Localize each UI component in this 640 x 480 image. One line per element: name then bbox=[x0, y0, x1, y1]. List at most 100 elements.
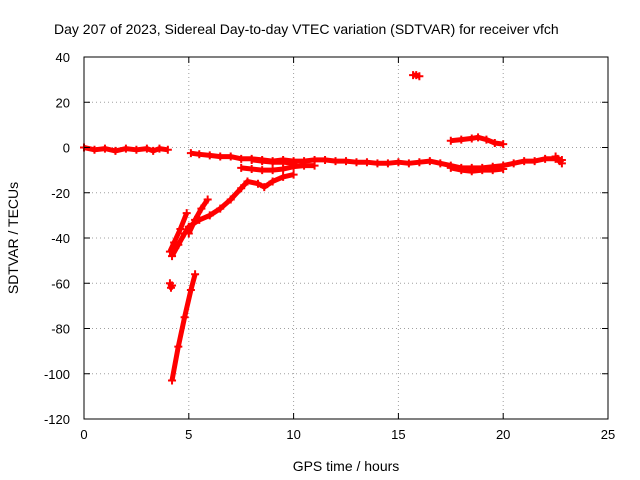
data-point bbox=[237, 154, 246, 163]
series-late-tail bbox=[551, 152, 566, 168]
data-point bbox=[111, 146, 120, 155]
data-point bbox=[415, 72, 424, 81]
data-point bbox=[268, 158, 277, 167]
data-point bbox=[186, 286, 195, 295]
x-tick-label: 5 bbox=[185, 427, 192, 442]
y-tick-label: 20 bbox=[56, 95, 70, 110]
data-point bbox=[203, 195, 212, 204]
data-point bbox=[478, 166, 487, 175]
data-point bbox=[499, 164, 508, 173]
series-layer bbox=[80, 71, 566, 385]
data-point bbox=[457, 166, 466, 175]
data-point bbox=[499, 140, 508, 149]
series-early-baseline bbox=[80, 143, 172, 155]
data-point bbox=[205, 151, 214, 160]
data-point bbox=[436, 159, 445, 168]
x-tick-label: 20 bbox=[496, 427, 510, 442]
data-point bbox=[415, 158, 424, 167]
series-rising-arc-1 bbox=[168, 170, 298, 261]
data-point bbox=[170, 238, 179, 247]
chart-title: Day 207 of 2023, Sidereal Day-to-day VTE… bbox=[54, 21, 559, 37]
data-point bbox=[457, 135, 466, 144]
x-tick-label: 10 bbox=[286, 427, 300, 442]
grid bbox=[84, 57, 608, 419]
data-point bbox=[226, 152, 235, 161]
data-point bbox=[279, 164, 288, 173]
data-point bbox=[121, 144, 130, 153]
data-point bbox=[300, 161, 309, 170]
data-point bbox=[482, 135, 491, 144]
data-point bbox=[446, 163, 455, 172]
data-point bbox=[557, 159, 566, 168]
x-tick-label: 0 bbox=[80, 427, 87, 442]
x-axis-title: GPS time / hours bbox=[293, 458, 400, 474]
data-point bbox=[90, 145, 99, 154]
data-point bbox=[342, 157, 350, 166]
data-point bbox=[352, 158, 361, 167]
series-outlier bbox=[409, 71, 424, 81]
series-trace bbox=[186, 198, 210, 235]
data-point bbox=[237, 184, 246, 193]
ticks: 0 5 10 15 20 25 -120 -100 -80 -60 -40 -20 0 20 40 bbox=[44, 50, 615, 442]
data-point bbox=[268, 166, 277, 175]
data-point bbox=[467, 167, 476, 176]
data-point bbox=[520, 157, 529, 166]
data-point bbox=[100, 144, 109, 153]
data-point bbox=[509, 159, 518, 168]
data-point bbox=[362, 158, 371, 167]
y-tick-label: -40 bbox=[51, 231, 70, 246]
series-trace bbox=[83, 145, 169, 154]
data-point bbox=[216, 152, 225, 161]
data-point bbox=[404, 159, 413, 168]
series-late-upper-hump bbox=[446, 133, 508, 149]
data-point bbox=[180, 313, 189, 322]
data-point bbox=[279, 158, 288, 167]
data-point bbox=[182, 209, 191, 218]
y-tick-label: 40 bbox=[56, 50, 70, 65]
data-point bbox=[258, 166, 267, 175]
data-point bbox=[467, 134, 476, 143]
data-point bbox=[260, 183, 269, 192]
data-point bbox=[530, 157, 539, 166]
data-point bbox=[541, 154, 550, 163]
data-point bbox=[331, 157, 340, 166]
data-point bbox=[174, 342, 183, 351]
y-tick-label: -120 bbox=[44, 412, 70, 427]
y-tick-label: -80 bbox=[51, 322, 70, 337]
y-tick-label: -20 bbox=[51, 186, 70, 201]
x-tick-label: 15 bbox=[391, 427, 405, 442]
data-point bbox=[132, 145, 141, 154]
data-point bbox=[163, 145, 172, 154]
data-point bbox=[142, 144, 151, 153]
data-point bbox=[488, 166, 497, 175]
series-rising-arc-2 bbox=[165, 209, 191, 256]
data-point bbox=[165, 247, 174, 256]
data-point bbox=[205, 211, 214, 220]
data-point bbox=[425, 157, 434, 166]
series-lower-band bbox=[237, 161, 319, 175]
data-point bbox=[268, 177, 277, 186]
data-point bbox=[197, 204, 206, 213]
y-tick-label: -60 bbox=[51, 276, 70, 291]
y-tick-label: 0 bbox=[63, 141, 70, 156]
data-point bbox=[168, 252, 177, 261]
data-point bbox=[289, 170, 298, 179]
series-steep-drop bbox=[168, 270, 200, 385]
data-point bbox=[279, 172, 288, 181]
series-trace bbox=[169, 172, 295, 258]
series-rising-arc-3 bbox=[184, 195, 212, 238]
data-point bbox=[226, 195, 235, 204]
data-point bbox=[490, 138, 499, 147]
series-trace bbox=[167, 212, 190, 253]
data-point bbox=[289, 162, 298, 171]
data-point bbox=[191, 215, 200, 224]
data-point bbox=[474, 133, 483, 142]
data-point bbox=[237, 163, 246, 172]
data-point bbox=[310, 161, 319, 170]
data-point bbox=[195, 150, 204, 159]
y-tick-label: -100 bbox=[44, 367, 70, 382]
data-point bbox=[258, 157, 267, 166]
data-point bbox=[155, 144, 164, 153]
data-point bbox=[184, 229, 193, 238]
